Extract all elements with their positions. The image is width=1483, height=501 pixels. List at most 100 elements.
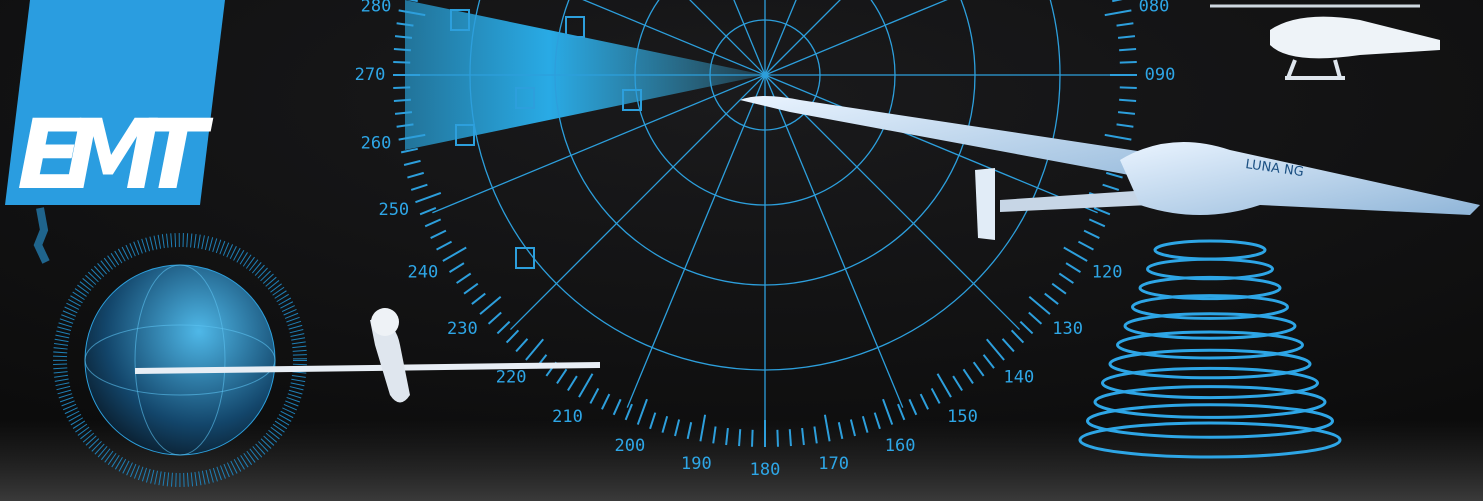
coil <box>1123 312 1297 340</box>
radar-tick <box>1065 262 1082 273</box>
radar-tick <box>738 429 742 447</box>
radar-tick <box>1028 295 1051 315</box>
globe-sphere <box>84 264 276 456</box>
radar-spoke <box>509 74 766 331</box>
radar-tick <box>394 111 413 115</box>
radar-tick <box>1058 272 1074 284</box>
radar-target <box>565 16 585 38</box>
radar-tick <box>849 419 856 437</box>
degree-label: 190 <box>681 454 712 474</box>
coil <box>1078 421 1342 459</box>
radar-tick <box>398 133 426 141</box>
radar-tick <box>410 183 428 191</box>
logo-box <box>5 0 225 205</box>
degree-label: 170 <box>818 454 849 474</box>
logo-text: EMT <box>17 99 214 211</box>
radar-tick <box>712 426 717 444</box>
radar-tick <box>1028 311 1043 325</box>
radar-tick <box>1044 292 1059 305</box>
radar-tick <box>1116 123 1134 128</box>
radar-tick <box>788 429 792 447</box>
radar-target <box>515 87 535 109</box>
radar-tick <box>407 0 418 3</box>
degree-label: 140 <box>1004 368 1035 388</box>
radar-tick <box>505 329 520 344</box>
globe <box>53 233 307 487</box>
coil <box>1086 403 1334 439</box>
radar-spoke <box>733 0 766 76</box>
big-drone-wing <box>740 96 1230 190</box>
radar-tick <box>515 338 529 353</box>
radar-spoke <box>689 0 766 76</box>
radar-tick <box>589 387 600 404</box>
radar-tick <box>837 422 844 440</box>
radar-tick <box>1104 9 1132 17</box>
radar-spoke <box>764 74 1098 214</box>
radar-tick <box>1112 0 1123 3</box>
radar-target <box>515 247 535 269</box>
radar-tick <box>1083 229 1100 239</box>
radar-tick <box>982 354 995 369</box>
radar-tick <box>471 292 486 305</box>
coil <box>1138 275 1282 301</box>
globe-meridian <box>134 264 226 456</box>
radar-tick <box>436 240 453 251</box>
radar-tick <box>1063 246 1088 262</box>
radar-tick <box>936 373 952 398</box>
radar-tick <box>1105 171 1123 179</box>
helicopter <box>1210 4 1440 80</box>
coil <box>1116 330 1304 360</box>
radar-tick <box>930 387 941 404</box>
radar-tick <box>612 398 622 416</box>
coil <box>1131 294 1289 320</box>
radar-tick <box>985 338 1005 361</box>
radar-spoke <box>764 0 948 76</box>
radar-tick <box>393 86 411 89</box>
radar-tick <box>400 147 418 154</box>
heli-skids <box>1285 59 1345 80</box>
logo-wave <box>33 207 50 264</box>
radar-tick <box>1102 183 1120 191</box>
radar-tick <box>882 398 894 425</box>
radar-tick <box>479 295 502 315</box>
radar-tick <box>952 375 963 392</box>
radar-tick <box>636 398 648 425</box>
degree-label: 220 <box>496 368 527 388</box>
radar-tick <box>393 98 411 102</box>
radar-tick <box>649 412 657 430</box>
radar-tick <box>725 427 729 446</box>
radar-tick <box>419 207 437 216</box>
radar-tick <box>823 414 831 442</box>
degree-label: 150 <box>947 407 978 427</box>
big-drone-boom <box>1000 190 1150 212</box>
radar-tick <box>398 9 426 17</box>
radar-tick <box>1117 35 1136 39</box>
radar-tick <box>873 412 881 430</box>
radar-tick <box>962 368 974 384</box>
radar-tick <box>442 246 467 262</box>
radar-tick <box>424 218 442 228</box>
radar-tick <box>496 320 511 335</box>
radar-tick <box>556 368 568 384</box>
radar-tick <box>448 262 465 273</box>
radar-tick <box>1088 218 1106 228</box>
degree-label: 240 <box>408 263 439 283</box>
degree-label: 200 <box>615 436 646 456</box>
radar-tick <box>396 123 414 128</box>
radar-tick <box>624 403 633 421</box>
degree-label: 080 <box>1139 0 1170 16</box>
radar-tick <box>661 415 669 433</box>
small-drone <box>135 308 600 403</box>
degree-label: 180 <box>750 460 781 480</box>
radar-tick <box>487 311 502 325</box>
small-drone-head <box>371 308 399 336</box>
radar-spoke <box>764 74 904 408</box>
radar-tick <box>1119 61 1137 64</box>
degree-label: 090 <box>1145 65 1176 85</box>
radar-tick <box>430 229 447 239</box>
radar-tick <box>407 171 425 179</box>
degree-label: 230 <box>447 319 478 339</box>
degree-label: 260 <box>361 134 392 154</box>
radar-spoke <box>764 0 841 76</box>
